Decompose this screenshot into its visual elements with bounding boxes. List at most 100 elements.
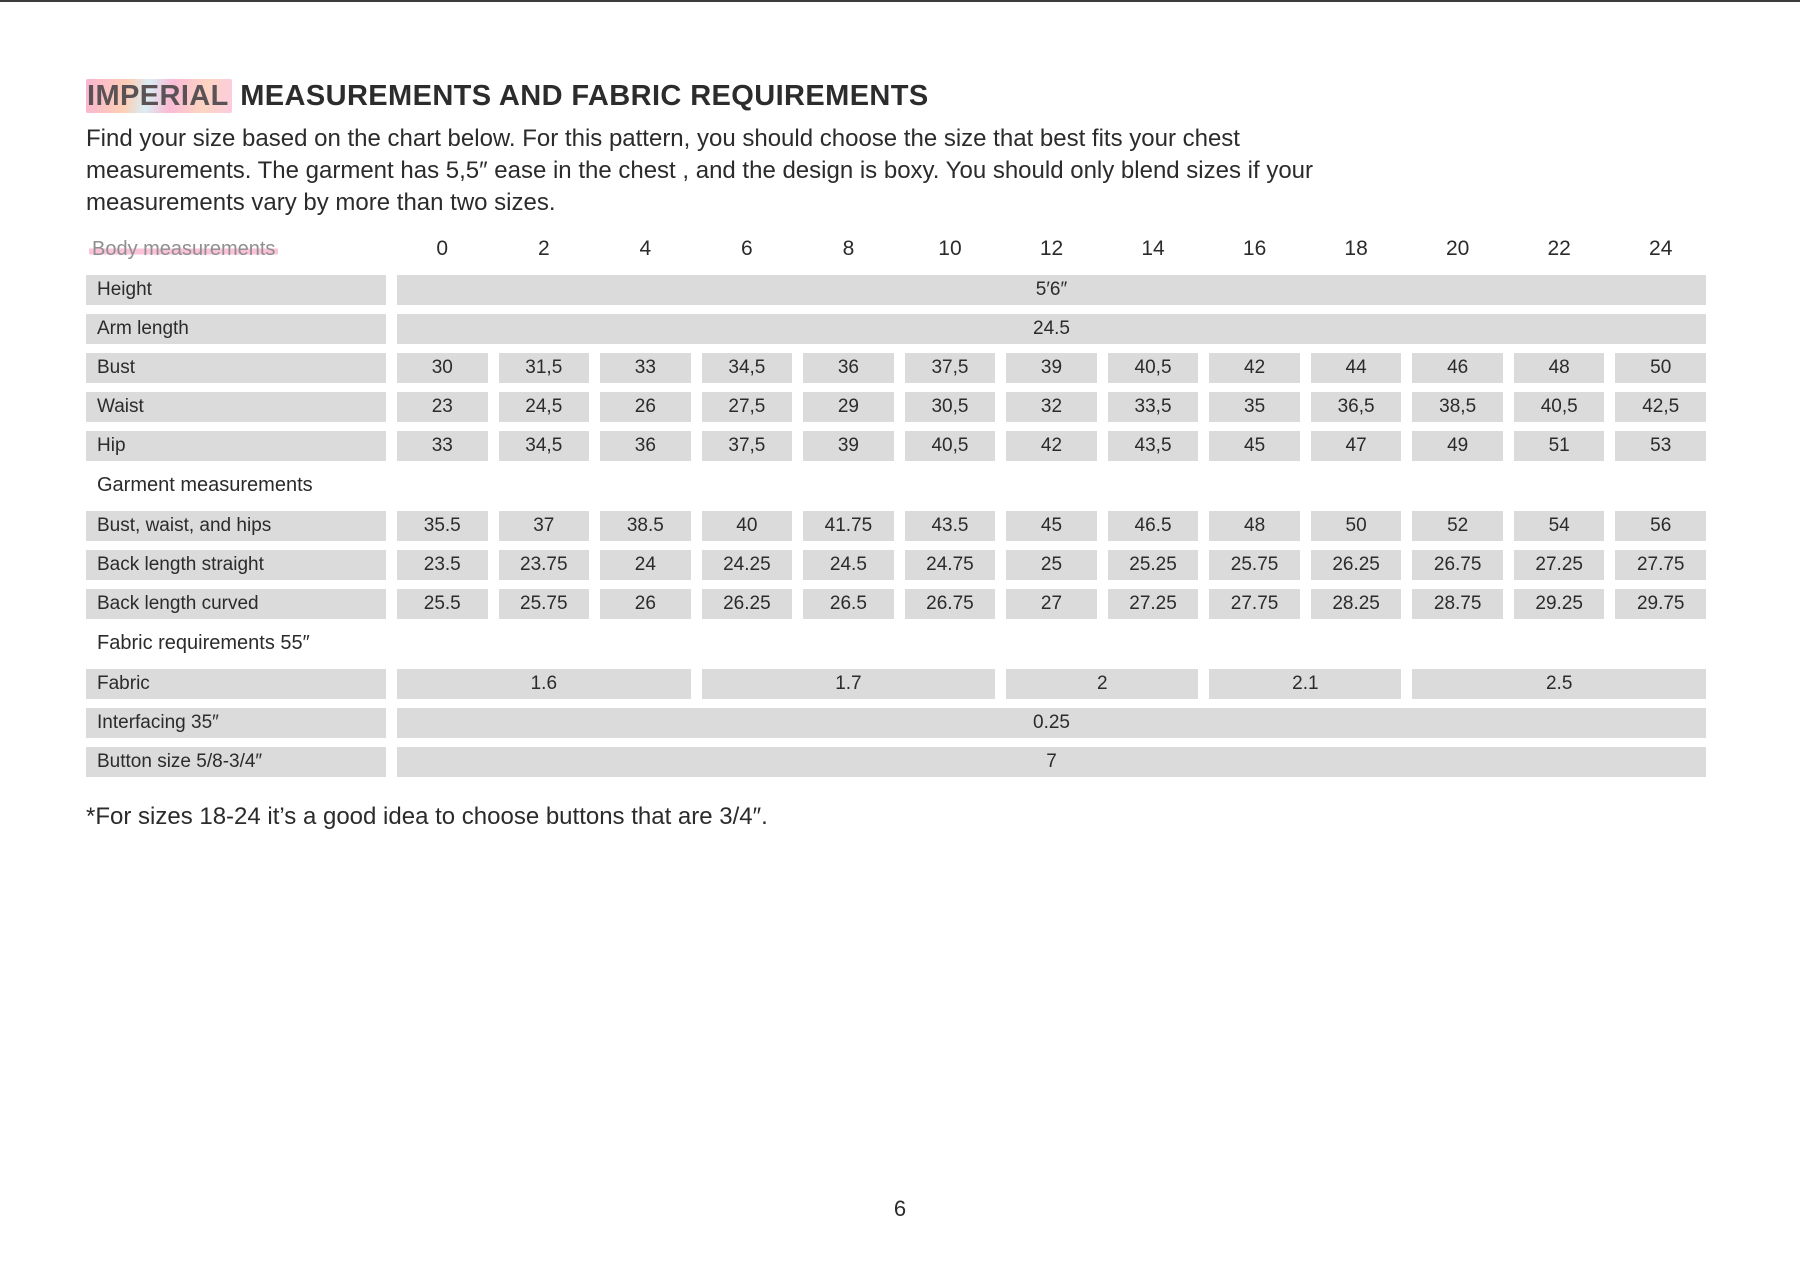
page-top-edge — [0, 0, 1800, 2]
size-table: Body measurements 0 2 4 6 8 10 12 14 16 18 20 22 24 He… — [86, 233, 1706, 778]
table-row: Bust 30 31,5 33 34,5 36 37,5 39 40,5 42 44 46 48 50 — [86, 353, 1706, 384]
value-cell: 27,5 — [701, 392, 793, 423]
value-cell: 34,5 — [498, 431, 590, 462]
size-column-header: 4 — [639, 237, 652, 261]
value-cell: 26.5 — [803, 589, 894, 620]
row-label: Back length curved — [86, 589, 386, 620]
value-cell: 26 — [600, 589, 691, 620]
body-measurements-label-cell: Body measurements — [86, 237, 386, 261]
table-row: Fabric 1.6 1.7 2 2.1 2.5 — [86, 669, 1706, 700]
value-cell: 35 — [1209, 392, 1300, 423]
size-column-header: 0 — [436, 237, 449, 261]
value-cell: 29.25 — [1513, 589, 1605, 620]
value-cell: 33,5 — [1107, 392, 1199, 423]
size-column-header: 12 — [1039, 237, 1064, 261]
value-cell: 27.75 — [1615, 550, 1706, 581]
value-cell: 50 — [1615, 353, 1706, 384]
value-cell: 35.5 — [397, 511, 488, 542]
value-cell: 33 — [600, 353, 691, 384]
value-cell: 40 — [701, 511, 793, 542]
value-cell: 56 — [1615, 511, 1706, 542]
value-cell: 46 — [1412, 353, 1503, 384]
value-cell: 24,5 — [498, 392, 590, 423]
table-row: Hip 33 34,5 36 37,5 39 40,5 42 43,5 45 47 49 51 53 — [86, 431, 1706, 462]
value-cell: 28.25 — [1310, 589, 1402, 620]
table-row: Arm length 24.5 — [86, 314, 1706, 345]
size-column-header: 6 — [741, 237, 753, 261]
value-cell: 50 — [1310, 511, 1402, 542]
row-label: Bust — [86, 353, 386, 384]
value-cell: 52 — [1412, 511, 1503, 542]
value-cell: 30,5 — [904, 392, 996, 423]
size-column-header: 10 — [938, 237, 962, 261]
value-cell: 31,5 — [498, 353, 590, 384]
span-value-cell: 2.1 — [1209, 669, 1402, 700]
merged-value-cell: 24.5 — [397, 314, 1706, 345]
value-cell: 43,5 — [1107, 431, 1199, 462]
table-row: Bust, waist, and hips 35.5 37 38.5 40 41.75 43… — [86, 511, 1706, 542]
row-label: Back length straight — [86, 550, 386, 581]
value-cell: 26.25 — [1310, 550, 1402, 581]
value-cell: 45 — [1006, 511, 1097, 542]
size-column-header: 22 — [1547, 237, 1571, 261]
value-cell: 24.25 — [701, 550, 793, 581]
value-cell: 36 — [600, 431, 691, 462]
value-cell: 42 — [1209, 353, 1300, 384]
value-cell: 23.5 — [397, 550, 488, 581]
table-row: Back length curved 25.5 25.75 26 26.25 26.5 26… — [86, 589, 1706, 620]
value-cell: 37,5 — [904, 353, 996, 384]
value-cell: 24 — [600, 550, 691, 581]
value-cell: 33 — [397, 431, 488, 462]
value-cell: 25.75 — [498, 589, 590, 620]
title-highlight-word: IMPERIAL — [86, 79, 232, 113]
value-cell: 27.25 — [1513, 550, 1605, 581]
merged-value-cell: 5′6″ — [397, 275, 1706, 306]
table-row: Waist 23 24,5 26 27,5 29 30,5 32 33,5 35 36,5 38,5 4… — [86, 392, 1706, 423]
size-column-header: 8 — [842, 237, 855, 261]
value-cell: 46.5 — [1107, 511, 1199, 542]
section-label: Garment measurements — [97, 473, 313, 496]
value-cell: 38,5 — [1412, 392, 1503, 423]
size-column-header: 16 — [1242, 237, 1267, 261]
value-cell: 26.75 — [904, 589, 996, 620]
value-cell: 43.5 — [904, 511, 996, 542]
value-cell: 36,5 — [1310, 392, 1402, 423]
table-header-row: Body measurements 0 2 4 6 8 10 12 14 16 18 20 22 24 — [86, 233, 1706, 265]
row-label: Fabric — [86, 669, 386, 700]
value-cell: 25.5 — [397, 589, 488, 620]
value-cell: 37 — [498, 511, 590, 542]
size-column-header: 14 — [1141, 237, 1165, 261]
value-cell: 54 — [1513, 511, 1605, 542]
page-number: 6 — [893, 1196, 907, 1221]
value-cell: 24.75 — [904, 550, 996, 581]
size-column-header: 24 — [1649, 237, 1673, 261]
value-cell: 37,5 — [701, 431, 793, 462]
value-cell: 42 — [1006, 431, 1097, 462]
value-cell: 39 — [1006, 353, 1097, 384]
value-cell: 38.5 — [600, 511, 691, 542]
value-cell: 27.75 — [1209, 589, 1300, 620]
section-label: Fabric requirements 55″ — [97, 631, 310, 654]
span-value-cell: 2.5 — [1412, 669, 1706, 700]
value-cell: 26.25 — [701, 589, 793, 620]
row-label: Hip — [86, 431, 386, 462]
table-row: Button size 5/8-3/4″ 7 — [86, 747, 1706, 778]
span-value-cell: 1.7 — [701, 669, 996, 700]
intro-line: measurements. The garment has 5,5″ ease … — [86, 157, 1314, 185]
row-label: Bust, waist, and hips — [86, 511, 386, 542]
value-cell: 28.75 — [1412, 589, 1503, 620]
value-cell: 48 — [1209, 511, 1300, 542]
size-column-header: 18 — [1344, 237, 1368, 261]
value-cell: 25.25 — [1107, 550, 1199, 581]
footnote: *For sizes 18-24 it’s a good idea to cho… — [86, 803, 768, 831]
intro-line: Find your size based on the chart below.… — [86, 125, 1240, 153]
value-cell: 27.25 — [1107, 589, 1199, 620]
value-cell: 44 — [1310, 353, 1402, 384]
row-label: Interfacing 35″ — [86, 708, 386, 739]
value-cell: 27 — [1006, 589, 1097, 620]
value-cell: 26 — [600, 392, 691, 423]
value-cell: 34,5 — [701, 353, 793, 384]
intro-paragraph: Find your size based on the chart below.… — [86, 123, 1706, 219]
page-title: IMPERIAL MEASUREMENTS AND FABRIC REQUIRE… — [86, 79, 1706, 113]
table-row: Interfacing 35″ 0.25 — [86, 708, 1706, 739]
